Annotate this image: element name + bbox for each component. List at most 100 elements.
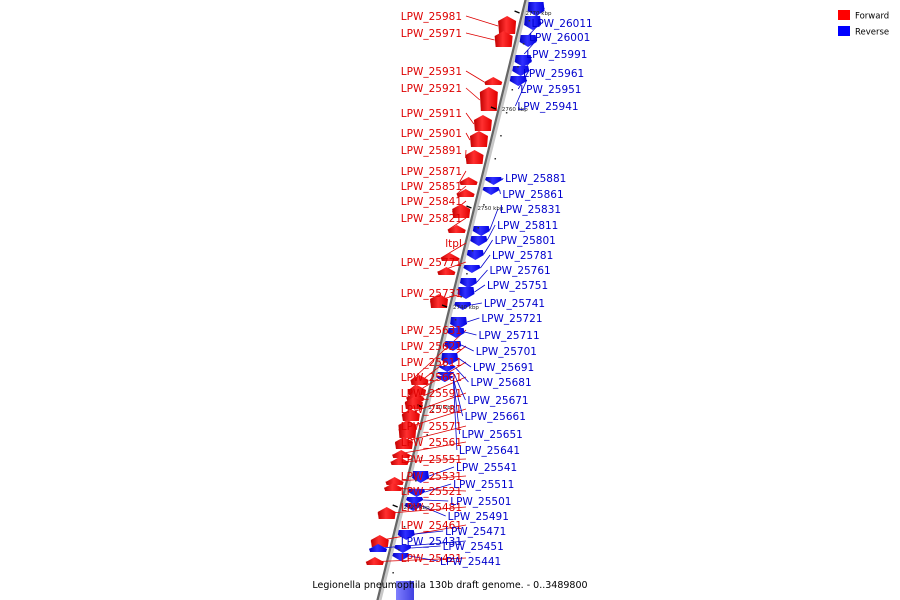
gene-lpw-25931[interactable] <box>484 77 503 85</box>
label-lpw-25551[interactable]: LPW_25551 <box>401 454 462 466</box>
label-lpw-25881[interactable]: LPW_25881 <box>505 173 566 185</box>
label-lpw-25591[interactable]: LPW_25591 <box>401 388 462 400</box>
label-lpw-25831[interactable]: LPW_25831 <box>500 204 561 216</box>
label-lpw-25971[interactable]: LPW_25971 <box>401 28 462 40</box>
gene-lpw-25771[interactable] <box>437 267 456 275</box>
label-lpw-25451[interactable]: LPW_25451 <box>443 541 504 553</box>
label-lpw-25531[interactable]: LPW_25531 <box>401 471 462 483</box>
label-lpw-25491[interactable]: LPW_25491 <box>448 511 509 523</box>
gene-lpw-25871[interactable] <box>459 177 478 185</box>
label-lpw-25421[interactable]: LPW_25421 <box>401 553 462 565</box>
gene-lpw-25921[interactable] <box>479 87 498 111</box>
gene-lpw-25511[interactable] <box>408 489 426 497</box>
label-lpw-25641[interactable]: LPW_25641 <box>459 445 520 457</box>
label-lpw-25431[interactable]: LPW_25431 <box>401 536 462 548</box>
gene-lpw-25911[interactable] <box>473 115 492 131</box>
gene-lpw-25491[interactable] <box>404 503 422 511</box>
label-lpw-25581[interactable]: LPW_25581 <box>401 404 462 416</box>
label-lpw-25461[interactable]: LPW_25461 <box>401 520 462 532</box>
gene-lpw-25811[interactable] <box>470 236 488 246</box>
gene-lpw-25961[interactable] <box>514 55 532 67</box>
label-lpw-25691[interactable]: LPW_25691 <box>473 362 534 374</box>
gene-lpw-25851[interactable] <box>456 189 475 197</box>
label-lpw-26001[interactable]: LPW_26001 <box>529 32 590 44</box>
label-lpw-25741[interactable]: LPW_25741 <box>484 298 545 310</box>
label-lpw-25481[interactable]: LPW_25481 <box>401 502 462 514</box>
label-lpw-25891[interactable]: LPW_25891 <box>401 145 462 157</box>
label-lpw-25571[interactable]: LPW_25571 <box>401 421 462 433</box>
label-lpw-25951[interactable]: LPW_25951 <box>520 84 581 96</box>
label-lpw-25991[interactable]: LPW_25991 <box>526 49 587 61</box>
gene-lpw-25701[interactable] <box>444 341 462 351</box>
gene-lpw-25521[interactable] <box>384 483 403 491</box>
gene-lpw-25531[interactable] <box>385 477 404 485</box>
gene-lpw-25441[interactable] <box>392 553 410 561</box>
label-lpw-25941[interactable]: LPW_25941 <box>517 101 578 113</box>
gene-lpw-25901[interactable] <box>469 131 488 147</box>
gene-lpw-25681[interactable] <box>438 366 456 372</box>
gene-lpw-25641[interactable] <box>436 376 454 382</box>
gene-ltpi[interactable] <box>440 253 459 261</box>
gene-lpw-25431[interactable] <box>369 544 388 552</box>
label-lpw-25781[interactable]: LPW_25781 <box>492 250 553 262</box>
gene-lpw-25951[interactable] <box>512 66 530 76</box>
gene-lpw-26001[interactable] <box>524 16 542 30</box>
gene-lpw-25501[interactable] <box>406 497 424 505</box>
gene-lpw-25881[interactable] <box>485 177 503 185</box>
gene-lpw-25591[interactable] <box>401 409 420 421</box>
label-lpw-25541[interactable]: LPW_25541 <box>456 462 517 474</box>
label-lpw-25631[interactable]: LPW_25631 <box>401 325 462 337</box>
label-lpw-25771[interactable]: LPW_25771 <box>401 257 462 269</box>
label-lpw-25931[interactable]: LPW_25931 <box>401 66 462 78</box>
gene-lpw-25631[interactable] <box>410 375 429 385</box>
gene-lpw-25471[interactable] <box>397 530 415 540</box>
gene-lpw-25981[interactable] <box>498 16 517 34</box>
gene-lpw-25551[interactable] <box>390 457 409 465</box>
label-lpw-25851[interactable]: LPW_25851 <box>401 181 462 193</box>
gene-lpw-25781[interactable] <box>463 265 481 273</box>
gene-lpw-25721[interactable] <box>450 317 468 329</box>
gene-lpw-25421[interactable] <box>365 557 384 565</box>
label-lpw-25701[interactable]: LPW_25701 <box>476 346 537 358</box>
gene-lpw-25761[interactable] <box>459 278 477 288</box>
gene-lpw-25891[interactable] <box>465 150 484 164</box>
label-lpw-25651[interactable]: LPW_25651 <box>462 429 523 441</box>
label-lpw-25711[interactable]: LPW_25711 <box>478 330 539 342</box>
label-lpw-25731[interactable]: LPW_25731 <box>401 288 462 300</box>
label-lpw-25611[interactable]: LPW_25611 <box>401 357 462 369</box>
gene-lpw-25621[interactable] <box>408 385 427 395</box>
gene-lpw-25801[interactable] <box>466 250 484 260</box>
label-lpw-25901[interactable]: LPW_25901 <box>401 128 462 140</box>
label-lpw-25981[interactable]: LPW_25981 <box>401 11 462 23</box>
label-lpw-25501[interactable]: LPW_25501 <box>450 496 511 508</box>
gene-lpw-25941[interactable] <box>509 76 527 86</box>
label-lpw-25671[interactable]: LPW_25671 <box>467 395 528 407</box>
label-lpw-25471[interactable]: LPW_25471 <box>445 526 506 538</box>
label-lpw-25811[interactable]: LPW_25811 <box>497 220 558 232</box>
label-lpw-25681[interactable]: LPW_25681 <box>470 377 531 389</box>
label-lpw-25821[interactable]: LPW_25821 <box>401 213 462 225</box>
label-lpw-25621[interactable]: LPW_25621 <box>401 341 462 353</box>
label-lpw-25661[interactable]: LPW_25661 <box>465 411 526 423</box>
gene-lpw-25691[interactable] <box>441 353 459 365</box>
label-lpw-25511[interactable]: LPW_25511 <box>453 479 514 491</box>
gene-lpw-25831[interactable] <box>472 226 490 236</box>
label-lpw-26011[interactable]: LPW_26011 <box>531 18 592 30</box>
label-lpw-25921[interactable]: LPW_25921 <box>401 83 462 95</box>
gene-lpw-25971[interactable] <box>494 31 513 47</box>
gene-lpw-25481[interactable] <box>377 507 396 519</box>
gene-lpw-25861[interactable] <box>482 187 500 195</box>
label-lpw-25961[interactable]: LPW_25961 <box>523 68 584 80</box>
label-lpw-25841[interactable]: LPW_25841 <box>401 196 462 208</box>
gene-lpw-25461[interactable] <box>370 535 389 547</box>
gene-lpw-25711[interactable] <box>447 328 465 338</box>
label-lpw-25801[interactable]: LPW_25801 <box>495 235 556 247</box>
label-lpw-25601[interactable]: LPW_25601 <box>401 372 462 384</box>
label-lpw-25861[interactable]: LPW_25861 <box>502 189 563 201</box>
label-lpw-25751[interactable]: LPW_25751 <box>487 280 548 292</box>
label-lpw-25521[interactable]: LPW_25521 <box>401 486 462 498</box>
gene-lpw-25581[interactable] <box>398 420 417 438</box>
gene-lpw-25821[interactable] <box>447 225 466 233</box>
label-lpw-25561[interactable]: LPW_25561 <box>401 437 462 449</box>
gene-lpw-25841[interactable] <box>452 204 471 218</box>
